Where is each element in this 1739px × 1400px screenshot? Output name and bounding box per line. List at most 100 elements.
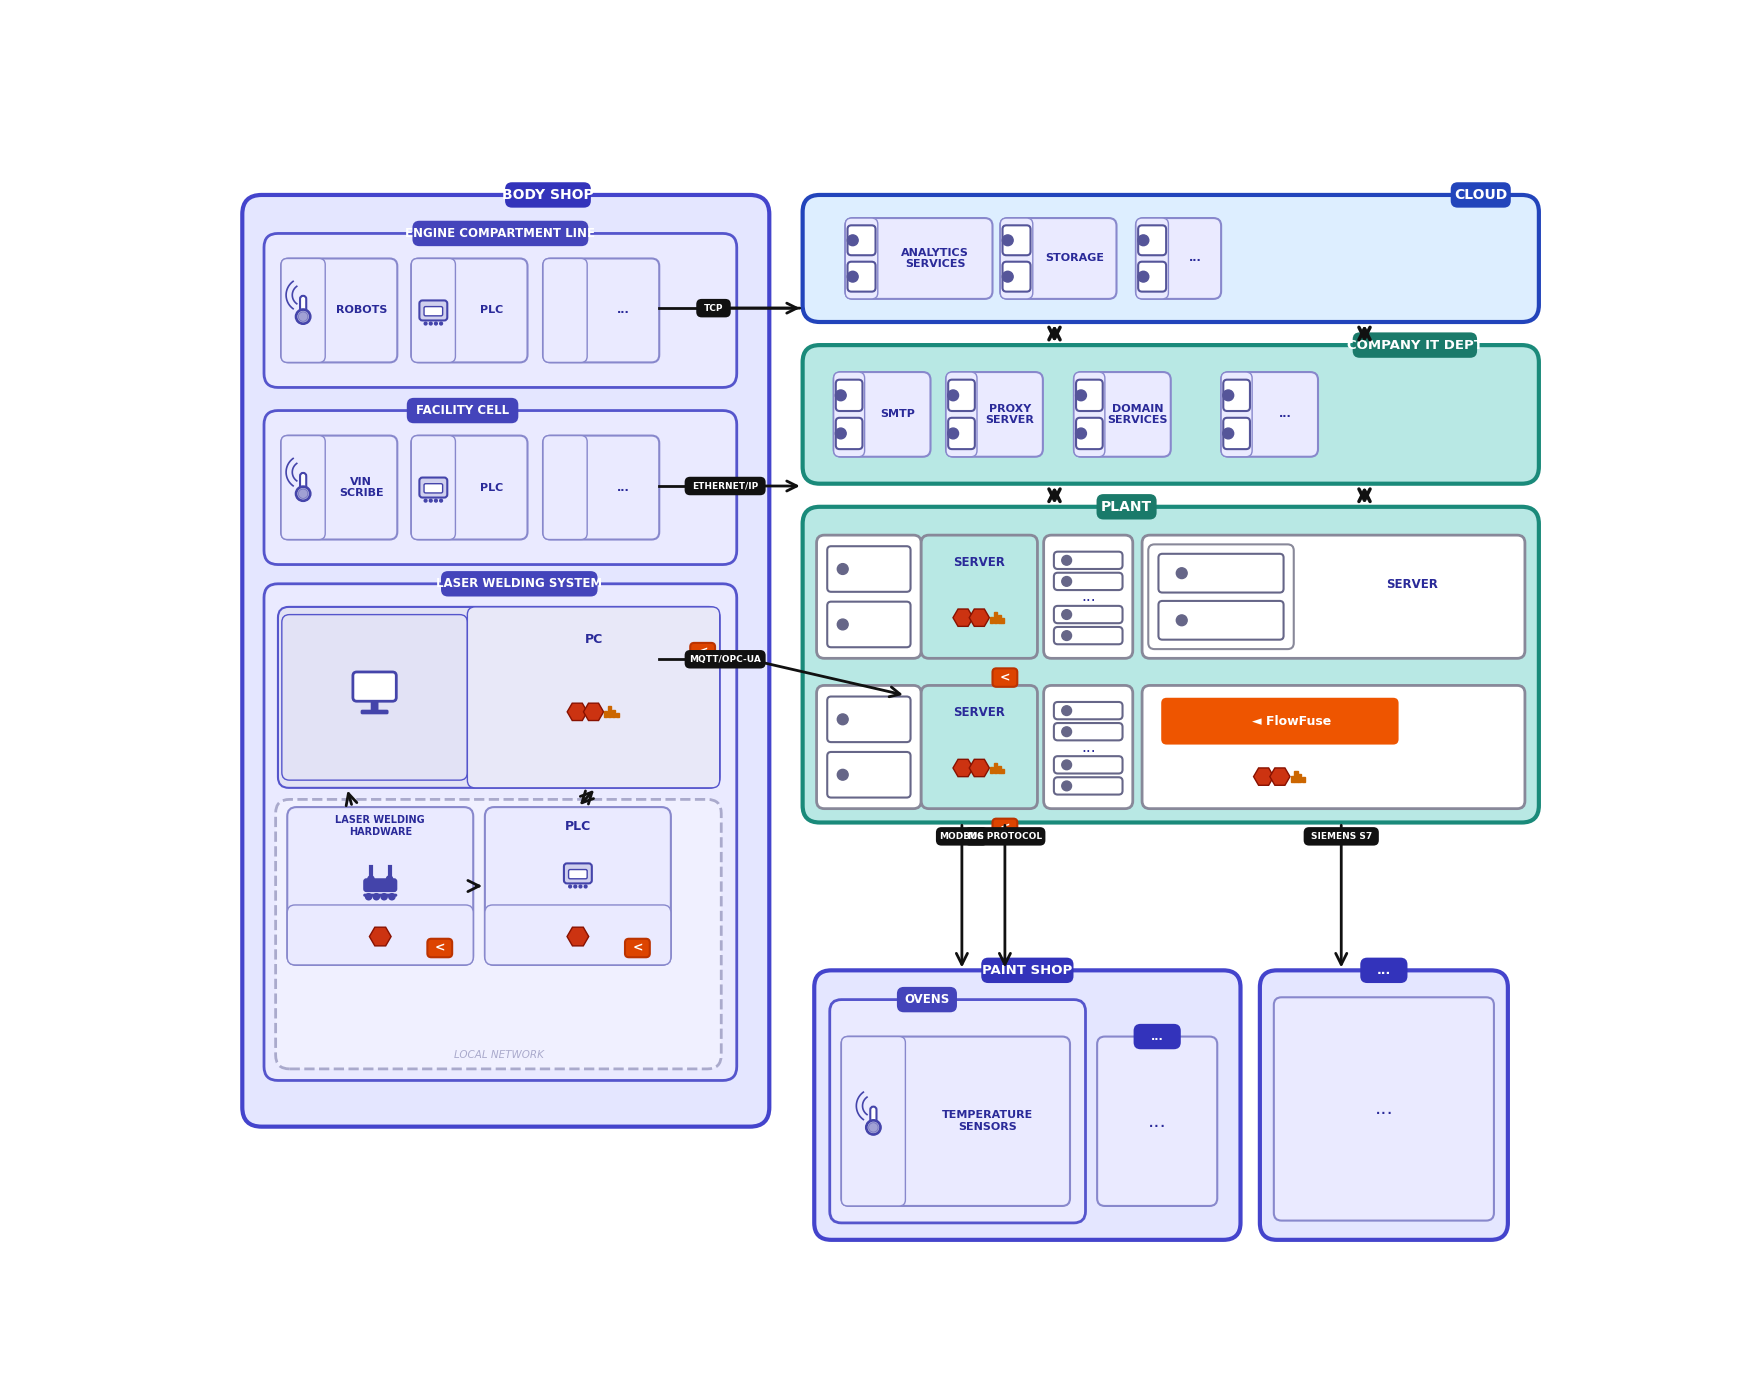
Text: PC: PC xyxy=(584,633,602,645)
FancyBboxPatch shape xyxy=(424,484,442,493)
Circle shape xyxy=(1137,235,1148,245)
FancyBboxPatch shape xyxy=(353,672,396,701)
FancyBboxPatch shape xyxy=(419,301,447,321)
FancyBboxPatch shape xyxy=(410,259,456,363)
FancyBboxPatch shape xyxy=(569,869,586,879)
Bar xyxy=(993,763,996,773)
Text: ...: ... xyxy=(1149,1032,1163,1042)
FancyBboxPatch shape xyxy=(1136,218,1169,300)
FancyBboxPatch shape xyxy=(1054,756,1122,774)
FancyBboxPatch shape xyxy=(1054,722,1122,741)
FancyBboxPatch shape xyxy=(504,182,591,207)
Circle shape xyxy=(435,500,436,503)
FancyBboxPatch shape xyxy=(563,864,591,883)
Text: ENGINE COMPARTMENT LINE: ENGINE COMPARTMENT LINE xyxy=(405,227,595,239)
Circle shape xyxy=(1061,727,1071,736)
FancyBboxPatch shape xyxy=(1054,552,1122,568)
Bar xyxy=(603,711,607,717)
Circle shape xyxy=(584,885,586,888)
Text: ...: ... xyxy=(1278,409,1290,420)
FancyBboxPatch shape xyxy=(946,372,976,456)
FancyBboxPatch shape xyxy=(407,398,518,423)
Circle shape xyxy=(574,885,576,888)
Bar xyxy=(1000,619,1003,623)
FancyBboxPatch shape xyxy=(845,218,876,300)
Text: ...: ... xyxy=(617,483,630,493)
Circle shape xyxy=(1176,568,1186,578)
Circle shape xyxy=(835,391,845,400)
FancyBboxPatch shape xyxy=(282,259,396,363)
FancyBboxPatch shape xyxy=(299,295,306,315)
Text: MQTT/OPC-UA: MQTT/OPC-UA xyxy=(689,655,760,664)
Circle shape xyxy=(1176,615,1186,626)
Circle shape xyxy=(836,770,847,780)
FancyBboxPatch shape xyxy=(1000,218,1116,300)
Circle shape xyxy=(1075,428,1085,438)
Text: ETHERNET/IP: ETHERNET/IP xyxy=(692,482,758,490)
Circle shape xyxy=(386,876,393,882)
FancyBboxPatch shape xyxy=(683,650,765,669)
Text: <: < xyxy=(697,645,708,658)
FancyBboxPatch shape xyxy=(991,668,1017,687)
FancyBboxPatch shape xyxy=(264,410,736,564)
FancyBboxPatch shape xyxy=(1043,535,1132,658)
Circle shape xyxy=(297,489,308,498)
Text: LASER WELDING
HARDWARE: LASER WELDING HARDWARE xyxy=(336,815,424,837)
Circle shape xyxy=(1061,609,1071,619)
Circle shape xyxy=(430,322,431,325)
Circle shape xyxy=(836,564,847,574)
FancyBboxPatch shape xyxy=(242,195,769,1127)
FancyBboxPatch shape xyxy=(1158,601,1283,640)
FancyBboxPatch shape xyxy=(468,608,720,788)
Bar xyxy=(1294,771,1297,783)
Circle shape xyxy=(430,500,431,503)
FancyBboxPatch shape xyxy=(1002,262,1029,291)
FancyBboxPatch shape xyxy=(363,878,396,892)
FancyBboxPatch shape xyxy=(1073,372,1170,456)
Text: PLC: PLC xyxy=(565,819,591,833)
Text: ANALYTICS
SERVICES: ANALYTICS SERVICES xyxy=(901,248,969,269)
FancyBboxPatch shape xyxy=(1054,606,1122,623)
Text: DOMAIN
SERVICES: DOMAIN SERVICES xyxy=(1108,403,1167,426)
Text: TCP: TCP xyxy=(703,304,723,312)
FancyBboxPatch shape xyxy=(814,970,1240,1240)
FancyBboxPatch shape xyxy=(485,904,671,965)
FancyBboxPatch shape xyxy=(1002,225,1029,255)
FancyBboxPatch shape xyxy=(1073,372,1104,456)
FancyBboxPatch shape xyxy=(683,477,765,496)
FancyBboxPatch shape xyxy=(1097,1036,1217,1205)
FancyBboxPatch shape xyxy=(1221,372,1252,456)
FancyBboxPatch shape xyxy=(830,1000,1085,1224)
Text: FACILITY CELL: FACILITY CELL xyxy=(416,405,510,417)
FancyBboxPatch shape xyxy=(412,221,588,246)
Text: <: < xyxy=(435,942,445,955)
FancyBboxPatch shape xyxy=(696,300,730,318)
FancyBboxPatch shape xyxy=(1054,573,1122,589)
FancyBboxPatch shape xyxy=(963,827,1045,846)
FancyBboxPatch shape xyxy=(1000,218,1033,300)
Text: ...: ... xyxy=(1376,963,1389,977)
Text: CLOUD: CLOUD xyxy=(1454,188,1506,202)
Circle shape xyxy=(381,893,388,900)
Text: ...: ... xyxy=(1188,253,1200,263)
FancyBboxPatch shape xyxy=(440,571,596,596)
Text: PLANT: PLANT xyxy=(1101,500,1151,514)
Text: PROXY
SERVER: PROXY SERVER xyxy=(984,403,1033,426)
FancyBboxPatch shape xyxy=(1141,686,1523,809)
Circle shape xyxy=(374,893,379,900)
FancyBboxPatch shape xyxy=(1450,182,1509,207)
FancyBboxPatch shape xyxy=(1054,701,1122,720)
Bar xyxy=(996,616,1000,623)
FancyBboxPatch shape xyxy=(1043,686,1132,809)
FancyBboxPatch shape xyxy=(1148,545,1294,650)
FancyBboxPatch shape xyxy=(485,808,671,965)
FancyBboxPatch shape xyxy=(1137,225,1165,255)
FancyBboxPatch shape xyxy=(282,435,325,539)
FancyBboxPatch shape xyxy=(816,686,920,809)
FancyBboxPatch shape xyxy=(981,958,1073,983)
FancyBboxPatch shape xyxy=(624,939,649,958)
Text: OVENS: OVENS xyxy=(904,993,949,1007)
FancyBboxPatch shape xyxy=(275,799,722,1070)
FancyBboxPatch shape xyxy=(835,417,863,449)
FancyBboxPatch shape xyxy=(1223,417,1249,449)
